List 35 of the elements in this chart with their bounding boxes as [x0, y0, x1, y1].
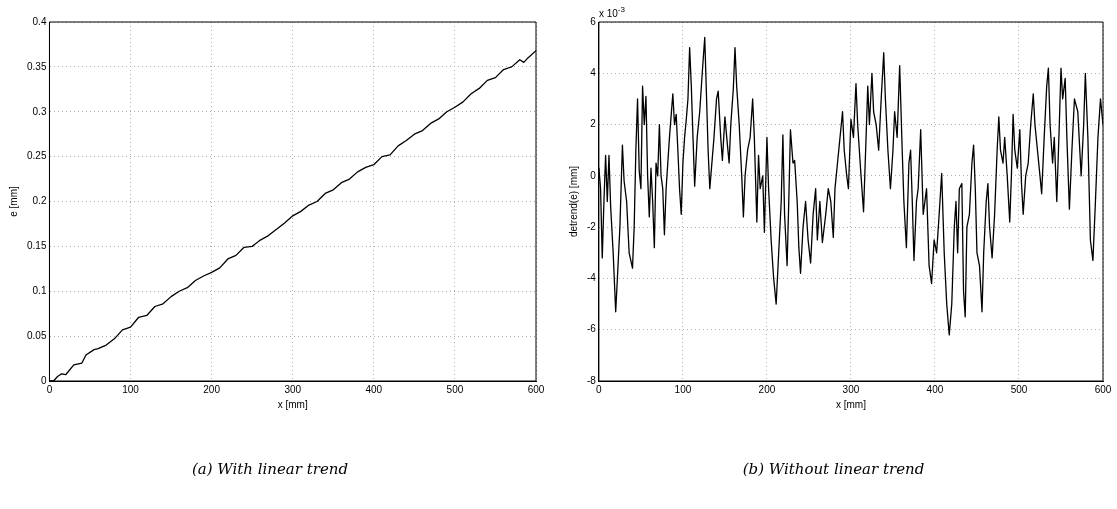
x-tick-label: 200: [203, 383, 221, 395]
y-tick-label: -8: [586, 374, 597, 386]
x-tick-label: 400: [926, 383, 944, 395]
y-tick-label: 0.2: [32, 195, 47, 207]
text: (b) Without linear trend: [742, 459, 925, 478]
y-tick-label: -2: [586, 220, 597, 232]
x-tick-label: 100: [674, 383, 692, 395]
y-tick-label: -4: [586, 272, 597, 284]
x-axis-title: x [mm]: [835, 398, 867, 410]
y-tick-label: 0.15: [26, 240, 47, 252]
x-tick-label: 600: [527, 383, 545, 395]
y-tick-label: 4: [590, 67, 597, 79]
x-tick-label: 100: [122, 383, 140, 395]
x-tick-label: 200: [758, 383, 776, 395]
x-axis-title: x [mm]: [277, 398, 308, 410]
y-tick-label: 2: [590, 118, 597, 130]
y-axis-title: detrend(e) [mm]: [567, 165, 579, 238]
x-tick-label: 300: [842, 383, 860, 395]
y-tick-label: 6: [590, 15, 597, 27]
y-tick-label: 0.05: [26, 329, 47, 341]
y-axis-title: e [mm]: [7, 186, 19, 217]
y-tick-label: 0.25: [26, 150, 47, 162]
x-tick-label: 500: [1010, 383, 1028, 395]
y-tick-label: 0.1: [32, 285, 47, 296]
y-tick-label: 0: [40, 374, 47, 386]
x-tick-label: 600: [1094, 383, 1112, 395]
y-tick-label: 0: [590, 169, 597, 181]
x-tick-label: 300: [284, 383, 302, 395]
y-tick-label: 0.35: [26, 60, 47, 72]
y-tick-label: -6: [586, 323, 597, 335]
y-tick-label: 0.3: [32, 105, 47, 117]
y-tick-label: 0.4: [32, 15, 47, 27]
x-tick-label: 400: [365, 383, 383, 395]
text: (a) With linear trend: [191, 459, 349, 478]
x-tick-label: 500: [446, 383, 464, 395]
